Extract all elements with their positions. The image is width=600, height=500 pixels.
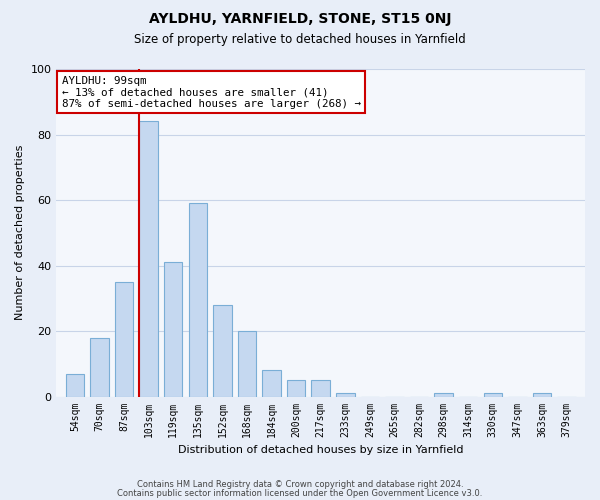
- Bar: [484, 394, 502, 396]
- Bar: [287, 380, 305, 396]
- Text: Contains HM Land Registry data © Crown copyright and database right 2024.: Contains HM Land Registry data © Crown c…: [137, 480, 463, 489]
- Bar: [139, 122, 158, 396]
- Bar: [336, 394, 355, 396]
- Bar: [533, 394, 551, 396]
- Y-axis label: Number of detached properties: Number of detached properties: [15, 145, 25, 320]
- Text: Contains public sector information licensed under the Open Government Licence v3: Contains public sector information licen…: [118, 488, 482, 498]
- Text: Size of property relative to detached houses in Yarnfield: Size of property relative to detached ho…: [134, 32, 466, 46]
- Text: AYLDHU: 99sqm
← 13% of detached houses are smaller (41)
87% of semi-detached hou: AYLDHU: 99sqm ← 13% of detached houses a…: [62, 76, 361, 109]
- Bar: [65, 374, 84, 396]
- Bar: [115, 282, 133, 397]
- Bar: [238, 331, 256, 396]
- Bar: [213, 305, 232, 396]
- Text: AYLDHU, YARNFIELD, STONE, ST15 0NJ: AYLDHU, YARNFIELD, STONE, ST15 0NJ: [149, 12, 451, 26]
- Bar: [311, 380, 330, 396]
- Bar: [434, 394, 453, 396]
- Bar: [262, 370, 281, 396]
- Bar: [90, 338, 109, 396]
- Bar: [188, 204, 207, 396]
- X-axis label: Distribution of detached houses by size in Yarnfield: Distribution of detached houses by size …: [178, 445, 463, 455]
- Bar: [164, 262, 182, 396]
